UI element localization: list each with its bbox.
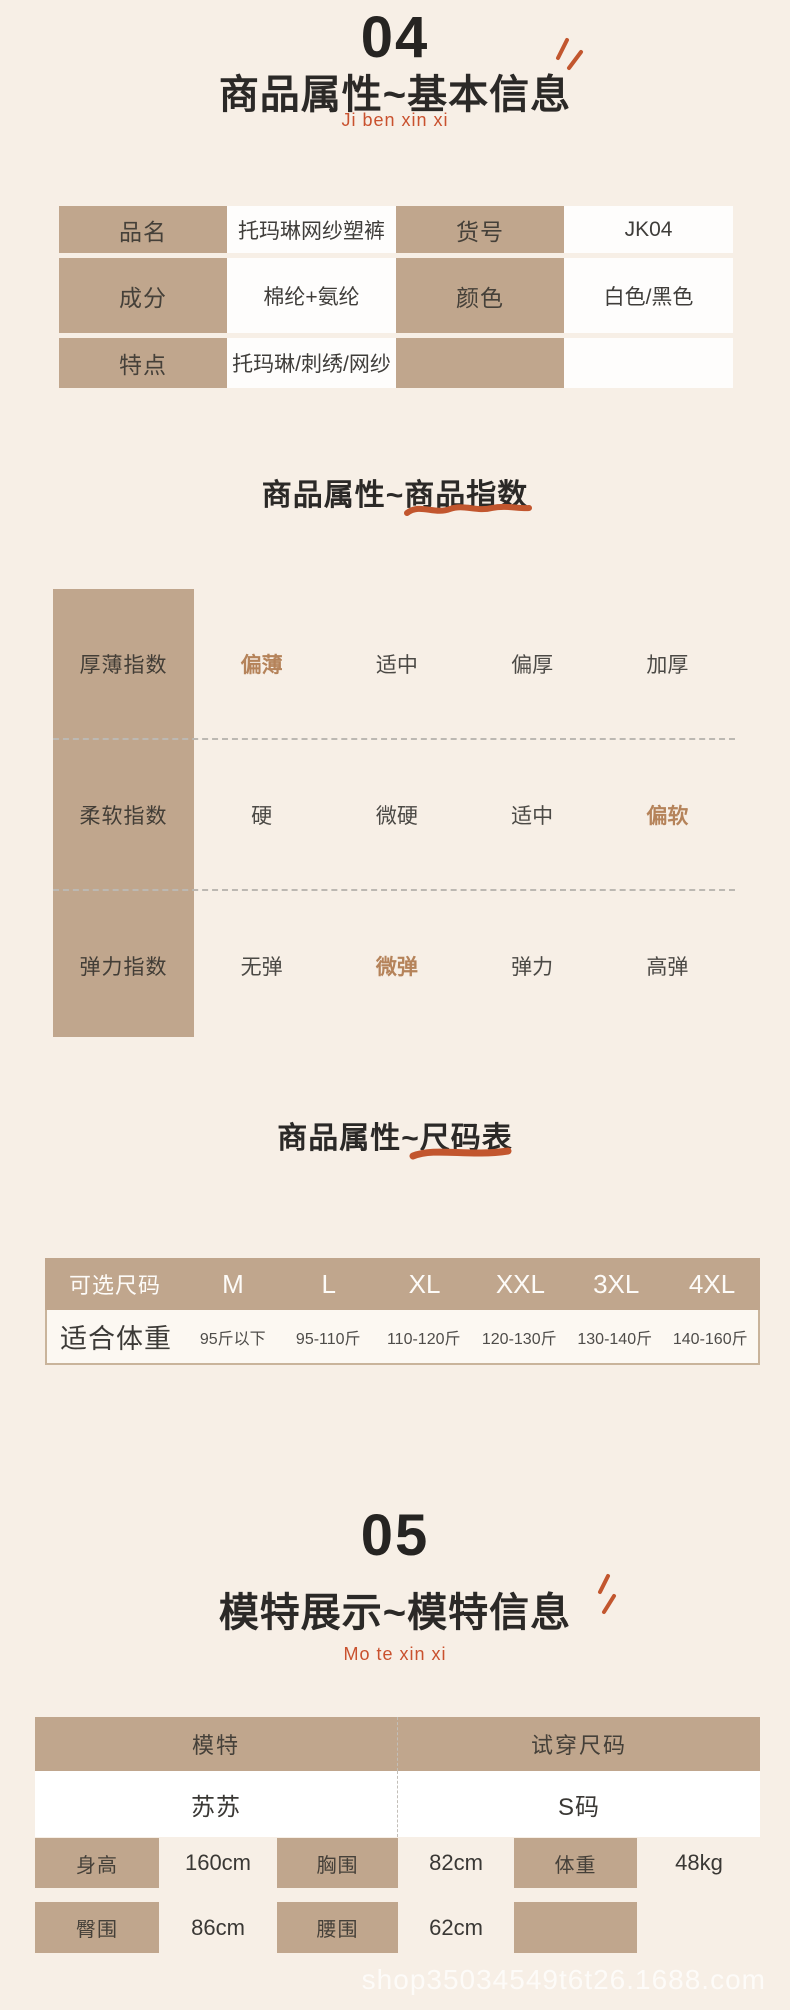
- section-05-title: 模特展示~模特信息: [218, 1591, 572, 1635]
- basic-info-label: 成分: [59, 258, 227, 333]
- index-option: 硬: [251, 804, 273, 828]
- model-table-header: 模特 试穿尺码: [35, 1717, 760, 1771]
- weight-row-label: 适合体重: [60, 1324, 172, 1354]
- size-section-title: 商品属性~尺码表: [277, 1122, 513, 1155]
- basic-info-label: 品名: [59, 206, 227, 253]
- measure-value: 82cm: [429, 1850, 483, 1875]
- size-chart-header: 可选尺码 M L XL XXL 3XL 4XL: [45, 1258, 760, 1310]
- basic-info-value: JK04: [564, 206, 733, 253]
- model-name: 苏苏: [35, 1771, 398, 1837]
- index-row-label: 柔软指数: [79, 804, 168, 828]
- basic-info-label: [396, 338, 564, 388]
- model-measurements: 身高 160cm 胸围 82cm 体重 48kg 臀围 86cm 腰围 62cm: [35, 1838, 761, 1953]
- shop-watermark: shop35034549t6t26.1688.com: [361, 1964, 766, 1995]
- weight-range: 95斤以下: [199, 1330, 266, 1348]
- index-option: 加厚: [646, 653, 689, 677]
- measure-label: 腰围: [277, 1902, 398, 1953]
- sparkle-icon: [556, 38, 583, 70]
- size-option: XL: [408, 1268, 441, 1299]
- measure-value: 62cm: [429, 1914, 483, 1940]
- index-section-title: 商品属性~商品指数: [261, 479, 529, 512]
- weight-range: 140-160斤: [672, 1330, 748, 1348]
- basic-info-value: 托玛琳/刺绣/网纱: [227, 338, 396, 388]
- measure-value: [637, 1902, 761, 1953]
- measure-value: 160cm: [184, 1850, 252, 1875]
- basic-info-value: [564, 338, 733, 388]
- index-option: 微弹: [375, 955, 418, 979]
- index-option: 偏厚: [511, 653, 554, 677]
- index-option: 弹力: [511, 955, 554, 979]
- basic-info-value: 白色/黑色: [564, 258, 733, 333]
- size-option: 3XL: [593, 1268, 640, 1299]
- basic-info-value: 棉纶+氨纶: [227, 258, 396, 333]
- index-option: 适中: [375, 653, 418, 677]
- index-option: 微硬: [375, 804, 418, 828]
- size-option: M: [222, 1268, 244, 1299]
- product-index-table: 厚薄指数 偏薄 适中 偏厚 加厚 柔软指数 硬 微硬 适中 偏软 弹力指数 无弹…: [53, 589, 735, 1037]
- model-header-cell: 试穿尺码: [530, 1733, 627, 1758]
- index-option: 偏薄: [240, 653, 283, 677]
- basic-info-label: 货号: [396, 206, 564, 253]
- index-option: 高弹: [646, 955, 689, 979]
- index-option: 适中: [511, 804, 554, 828]
- size-header-label: 可选尺码: [68, 1273, 161, 1298]
- index-row: 柔软指数 硬 微硬 适中 偏软: [53, 740, 735, 891]
- size-option: XXL: [495, 1268, 545, 1299]
- measure-label: 体重: [514, 1838, 637, 1888]
- section-04-subtitle: Ji ben xin xi: [341, 110, 449, 130]
- basic-info-table: 品名 托玛琳网纱塑裤 货号 JK04 成分 棉纶+氨纶 颜色 白色/黑色 特点 …: [59, 206, 733, 388]
- basic-info-label: 特点: [59, 338, 227, 388]
- index-option: 无弹: [240, 955, 283, 979]
- sparkle-icon: [598, 1574, 616, 1614]
- size-chart-body: 适合体重 95斤以下 95-110斤 110-120斤 120-130斤 130…: [45, 1310, 760, 1365]
- weight-range: 110-120斤: [386, 1330, 461, 1348]
- measure-label: [514, 1902, 637, 1953]
- size-option: L: [321, 1268, 336, 1299]
- weight-range: 130-140斤: [577, 1330, 653, 1348]
- model-header-cell: 模特: [35, 1717, 398, 1771]
- brush-underline: [409, 1147, 512, 1160]
- basic-info-value: 托玛琳网纱塑裤: [227, 206, 396, 253]
- measure-label: 身高: [35, 1838, 159, 1888]
- index-row: 弹力指数 无弹 微弹 弹力 高弹: [53, 891, 735, 1040]
- index-label-column: [53, 589, 194, 1037]
- section-04-number: 04: [360, 5, 430, 70]
- section-04-title: 商品属性~基本信息: [218, 73, 572, 117]
- weight-range: 95-110斤: [295, 1330, 361, 1348]
- measure-value: 86cm: [191, 1914, 245, 1940]
- basic-info-label: 颜色: [396, 258, 564, 333]
- size-option: 4XL: [688, 1268, 736, 1299]
- measure-label: 胸围: [277, 1838, 398, 1888]
- weight-range: 120-130斤: [481, 1330, 557, 1348]
- index-row: 厚薄指数 偏薄 适中 偏厚 加厚: [53, 589, 735, 740]
- fitting-size: S码: [557, 1793, 600, 1821]
- index-row-label: 弹力指数: [79, 955, 168, 979]
- brush-underline: [404, 503, 532, 516]
- index-option: 偏软: [646, 804, 689, 828]
- section-05-subtitle: Mo te xin xi: [343, 1644, 447, 1664]
- measure-label: 臀围: [35, 1902, 159, 1953]
- measure-value: 48kg: [675, 1850, 723, 1875]
- model-table-values: 苏苏 S码: [35, 1771, 760, 1837]
- index-row-label: 厚薄指数: [79, 653, 168, 677]
- model-info-table: 模特 试穿尺码 苏苏 S码: [35, 1717, 760, 1837]
- section-05-number: 05: [360, 1503, 430, 1568]
- size-chart-table: 可选尺码 M L XL XXL 3XL 4XL 适合体重 95斤以下 95-11…: [45, 1258, 760, 1365]
